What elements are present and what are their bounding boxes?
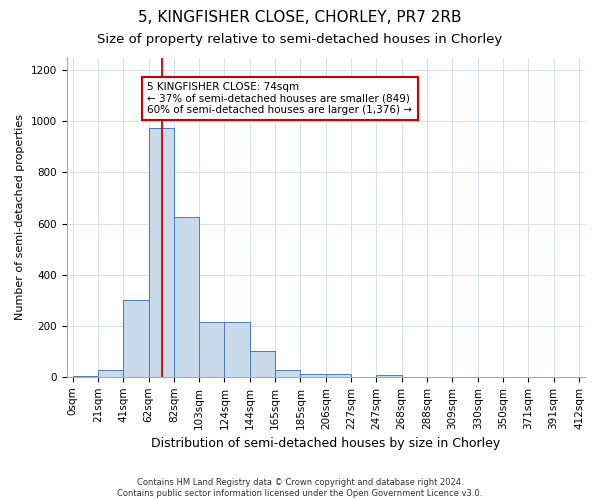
Bar: [376, 375, 402, 377]
Bar: [73, 376, 98, 377]
Text: Size of property relative to semi-detached houses in Chorley: Size of property relative to semi-detach…: [97, 32, 503, 46]
Bar: [123, 300, 149, 377]
Y-axis label: Number of semi-detached properties: Number of semi-detached properties: [15, 114, 25, 320]
Bar: [98, 370, 123, 377]
Text: Contains HM Land Registry data © Crown copyright and database right 2024.
Contai: Contains HM Land Registry data © Crown c…: [118, 478, 482, 498]
Bar: [174, 217, 199, 377]
Bar: [149, 128, 174, 377]
Bar: [250, 352, 275, 377]
Text: 5 KINGFISHER CLOSE: 74sqm
← 37% of semi-detached houses are smaller (849)
60% of: 5 KINGFISHER CLOSE: 74sqm ← 37% of semi-…: [148, 82, 412, 115]
Bar: [224, 322, 250, 377]
Bar: [199, 322, 224, 377]
X-axis label: Distribution of semi-detached houses by size in Chorley: Distribution of semi-detached houses by …: [151, 437, 500, 450]
Bar: [326, 374, 351, 377]
Bar: [275, 370, 301, 377]
Bar: [301, 374, 326, 377]
Text: 5, KINGFISHER CLOSE, CHORLEY, PR7 2RB: 5, KINGFISHER CLOSE, CHORLEY, PR7 2RB: [138, 10, 462, 25]
